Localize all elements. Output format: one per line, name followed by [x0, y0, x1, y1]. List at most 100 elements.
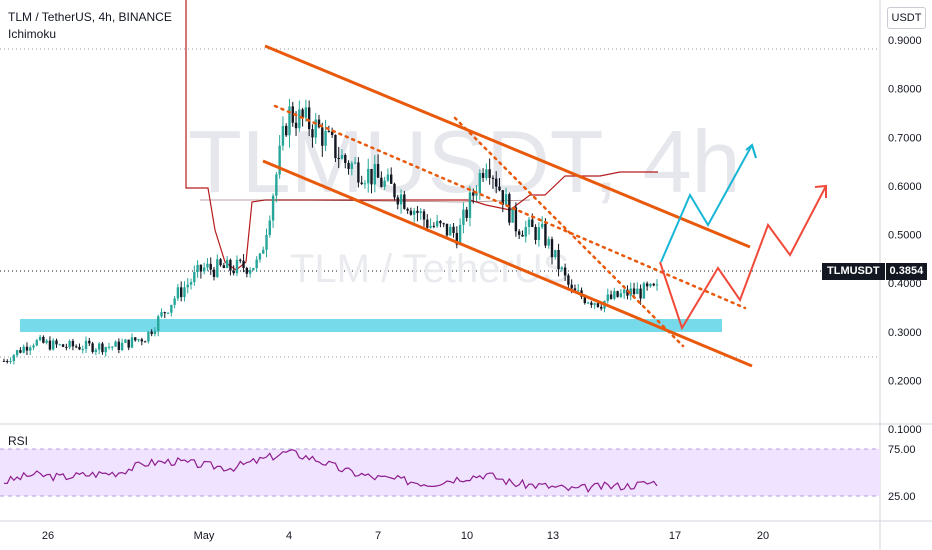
- candle-body: [439, 220, 442, 224]
- candle-body: [570, 284, 573, 289]
- current-price-value: 0.3854: [885, 263, 928, 280]
- candle-body: [586, 302, 590, 304]
- candle-body: [472, 192, 475, 196]
- bearish-projection-path[interactable]: [659, 185, 827, 331]
- candle-body: [147, 331, 150, 342]
- candle-body: [301, 109, 304, 118]
- candle-body: [478, 173, 482, 194]
- candle-body: [84, 340, 88, 350]
- candle-body: [179, 287, 183, 298]
- candle-body: [567, 275, 570, 285]
- candle-body: [340, 155, 344, 159]
- candle-body: [455, 232, 459, 245]
- candle-body: [590, 302, 593, 305]
- candle-body: [307, 107, 311, 130]
- chart-title: TLM / TetherUS, 4h, BINANCE: [8, 10, 172, 24]
- candle-body: [222, 265, 226, 269]
- candle-body: [353, 162, 357, 164]
- trend-channel-drawings[interactable]: [262, 44, 827, 368]
- candle-body: [65, 346, 68, 348]
- price-axis[interactable]: 0.9000 0.8000 0.7000 0.6000 0.5000 0.4000 0.30…: [888, 35, 922, 436]
- candle-body: [74, 346, 78, 348]
- price-tick-label: 0.4000: [888, 278, 922, 290]
- rsi-pane: 75.00 25.00: [0, 444, 916, 503]
- candle-body: [652, 283, 655, 286]
- candle-body: [357, 162, 360, 183]
- candle-body: [367, 168, 370, 184]
- candle-body: [412, 210, 416, 215]
- candle-body: [540, 223, 544, 228]
- bearish-arrow-tip: [814, 184, 827, 198]
- rsi-tick-label: 25.00: [888, 491, 916, 503]
- candle-body: [107, 346, 111, 348]
- price-tick-label: 0.8000: [888, 84, 922, 96]
- rsi-band: [0, 449, 880, 496]
- candle-body: [406, 208, 409, 211]
- candle-body: [22, 346, 25, 353]
- candle-body: [235, 259, 239, 274]
- candle-body: [229, 259, 232, 271]
- time-tick-label: 17: [669, 530, 681, 542]
- time-tick-label: 10: [461, 530, 473, 542]
- candle-body: [547, 239, 550, 246]
- candle-body: [596, 303, 600, 307]
- candle-body: [239, 259, 242, 261]
- time-tick-label: 4: [286, 530, 292, 542]
- channel-mid-dotted-line[interactable]: [273, 104, 747, 310]
- candle-body: [622, 289, 626, 294]
- candle-body: [176, 287, 180, 299]
- candle-body: [71, 340, 75, 347]
- candle-body: [225, 259, 229, 269]
- candle-body: [294, 122, 298, 129]
- candle-body: [321, 127, 324, 146]
- candle-body: [285, 125, 288, 136]
- candle-body: [327, 130, 331, 132]
- candle-body: [15, 350, 19, 356]
- candle-body: [475, 193, 478, 196]
- candle-body: [655, 284, 659, 286]
- price-tick-label: 0.5000: [888, 230, 922, 242]
- candle-body: [465, 209, 468, 218]
- candle-body: [48, 340, 52, 350]
- candle-body: [514, 207, 518, 232]
- candle-body: [396, 197, 399, 205]
- candle-body: [314, 119, 317, 138]
- candle-body: [140, 339, 144, 342]
- candle-body: [573, 288, 577, 291]
- candle-body: [91, 343, 94, 352]
- candle-body: [120, 342, 124, 350]
- candle-body: [160, 312, 163, 317]
- candle-body: [202, 267, 206, 272]
- bullish-projection-path[interactable]: [660, 144, 753, 263]
- candle-body: [278, 145, 281, 175]
- candle-body: [363, 183, 367, 185]
- channel-upper-line[interactable]: [264, 44, 751, 249]
- candle-body: [173, 298, 176, 305]
- candle-body: [593, 303, 596, 305]
- candle-body: [245, 267, 249, 274]
- candle-body: [304, 107, 308, 118]
- breakout-dotted-line[interactable]: [453, 116, 685, 348]
- candle-body: [166, 312, 170, 314]
- candle-body: [481, 173, 485, 178]
- rsi-tick-label: 75.00: [888, 444, 916, 456]
- candle-body: [337, 157, 340, 159]
- rsi-line: [3, 449, 658, 494]
- candle-body: [61, 344, 65, 347]
- currency-unit-button[interactable]: USDT: [887, 7, 926, 29]
- candle-body: [432, 225, 436, 227]
- time-axis[interactable]: 26 May 4 7 10 13 17 20: [42, 530, 769, 542]
- candle-body: [600, 306, 603, 309]
- candle-body: [288, 106, 291, 136]
- candle-body: [35, 340, 39, 346]
- candle-body: [606, 294, 609, 301]
- candle-body: [360, 182, 363, 185]
- candle-body: [426, 219, 429, 228]
- candle-body: [216, 259, 219, 277]
- candle-body: [626, 289, 629, 296]
- candle-body: [334, 134, 337, 158]
- candle-body: [232, 270, 235, 274]
- candle-body: [524, 227, 527, 237]
- channel-lower-line[interactable]: [262, 159, 753, 368]
